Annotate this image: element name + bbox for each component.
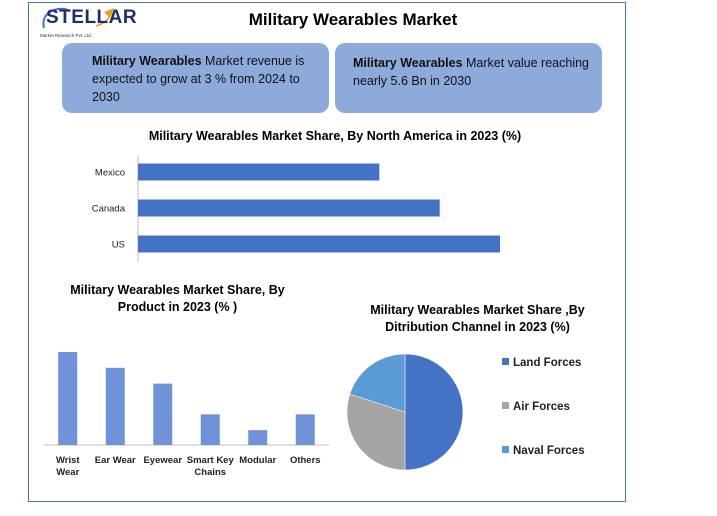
info-box-text: Market revenue is expected to grow at 3 … — [92, 54, 305, 104]
info-box-growth: Military Wearables Market revenue is exp… — [62, 43, 329, 113]
product-tick-label: Others — [290, 455, 321, 466]
legend-swatch — [502, 402, 509, 409]
product-tick-label: Smart Key Chains — [187, 455, 235, 478]
legend-label: Naval Forces — [513, 445, 585, 457]
info-box-text: Market value reaching nearly 5.6 Bn in 2… — [353, 56, 589, 88]
legend-label: Land Forces — [513, 357, 582, 369]
product-chart-title: Military Wearables Market Share, By Prod… — [70, 283, 285, 314]
na-bar — [138, 199, 440, 217]
product-bar — [295, 414, 315, 445]
stellar-logo: STELLAR Market Research Pvt. Ltd. — [38, 6, 137, 42]
pie-slice — [346, 393, 406, 471]
legend-item: Land Forces — [502, 357, 581, 369]
na-tick-label: US — [112, 240, 125, 251]
logo-subtext: Market Research Pvt. Ltd. — [40, 33, 93, 38]
product-bar — [200, 414, 220, 445]
na-tick-label: Mexico — [95, 168, 125, 179]
na-bar — [138, 235, 500, 253]
logo-text: STELLAR — [46, 7, 138, 28]
legend-swatch — [502, 358, 509, 365]
pie-slice — [349, 353, 406, 413]
product-bar — [153, 383, 173, 445]
legend-label: Air Forces — [513, 401, 570, 413]
product-bar — [248, 430, 268, 445]
product-bar — [58, 352, 78, 445]
na-tick-label: Canada — [92, 204, 126, 215]
info-box-bold: Military Wearables — [353, 56, 463, 70]
info-box-value: Military Wearables Market value reaching… — [335, 43, 602, 113]
product-bar — [105, 367, 125, 445]
na-bar — [138, 163, 380, 181]
product-tick-label: Modular — [239, 455, 276, 466]
legend-item: Naval Forces — [502, 445, 585, 457]
product-tick-label: Eyewear — [143, 455, 182, 466]
product-tick-label: Wrist Wear — [56, 455, 80, 478]
distribution-chart-title: Military Wearables Market Share ,By Ditr… — [370, 303, 585, 334]
legend-swatch — [502, 446, 509, 453]
north-america-chart-title: Military Wearables Market Share, By Nort… — [148, 129, 522, 143]
legend-item: Air Forces — [502, 401, 570, 413]
logo-swoosh-icon — [42, 7, 114, 29]
product-tick-label: Ear Wear — [95, 455, 136, 466]
pie-slice — [404, 353, 464, 471]
page-title: Military Wearables Market — [248, 10, 458, 29]
info-box-bold: Military Wearables — [92, 54, 202, 68]
